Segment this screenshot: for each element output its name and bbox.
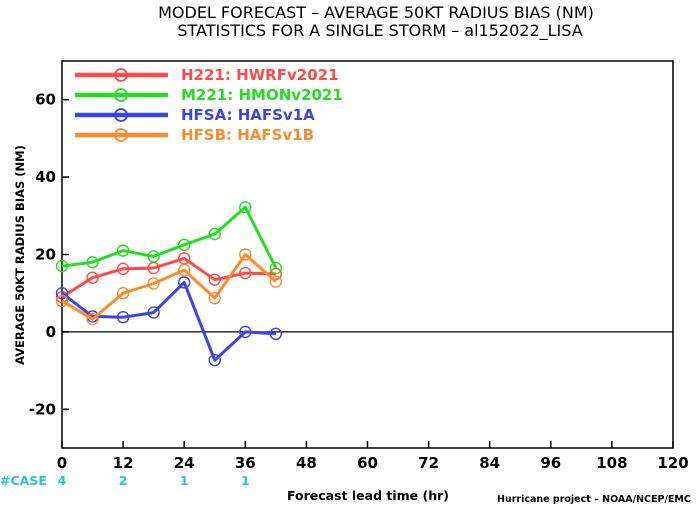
x-tick-label: 36: [235, 454, 256, 472]
x-tick-label: 24: [174, 454, 195, 472]
x-tick-label: 48: [296, 454, 317, 472]
legend-label: M221: HMONv2021: [181, 86, 343, 104]
data-point: [116, 287, 130, 300]
case-count: 4: [58, 473, 67, 488]
y-axis-label: AVERAGE 50KT RADIUS BIAS (NM): [13, 145, 27, 365]
data-point: [86, 271, 99, 284]
data-point: [177, 276, 191, 289]
data-point: [86, 256, 99, 269]
data-point: [116, 262, 130, 276]
case-label: #CASE: [0, 473, 47, 488]
data-point: [147, 306, 160, 319]
case-counts: 4 2 1 1: [58, 473, 250, 488]
data-point: [269, 327, 283, 341]
y-tick-label: -20: [29, 400, 56, 418]
data-point: [177, 263, 191, 277]
x-axis-ticks: 0 12 24 36 48 60 72 84 96 108 120: [57, 441, 689, 472]
x-tick-label: 60: [357, 454, 378, 472]
series-layer: [55, 201, 283, 367]
case-count: 1: [241, 473, 250, 488]
data-point: [269, 267, 283, 281]
data-point: [269, 275, 283, 288]
data-point: [239, 325, 252, 339]
data-point: [239, 248, 252, 261]
y-axis-ticks: -20 0 20 40 60: [29, 91, 69, 418]
chart-title-line1: MODEL FORECAST – AVERAGE 50KT RADIUS BIA…: [158, 3, 594, 22]
case-count: 2: [119, 473, 128, 488]
y-tick-label: 60: [35, 91, 56, 109]
data-point: [116, 310, 130, 324]
legend-marker: [114, 108, 128, 122]
data-point: [208, 353, 221, 367]
y-tick-label: 0: [46, 323, 56, 341]
legend-marker: [114, 68, 128, 82]
series-3: [55, 276, 283, 367]
case-count: 1: [180, 473, 189, 488]
legend-label: HFSA: HAFSv1A: [181, 106, 315, 124]
data-point: [55, 294, 69, 308]
y-tick-label: 20: [35, 246, 56, 264]
series-2: [55, 201, 283, 275]
data-point: [147, 250, 160, 263]
data-point: [208, 227, 221, 241]
data-point: [177, 238, 191, 252]
series-line: [61, 253, 277, 321]
series-4: [55, 248, 283, 326]
data-point: [55, 287, 69, 300]
legend: H221: HWRFv2021 M221: HMONv2021 HFSA: HAFS…: [75, 66, 343, 144]
data-point: [239, 266, 252, 280]
x-tick-label: 84: [479, 454, 500, 472]
plot-frame: [61, 60, 674, 449]
legend-label: H221: HWRFv2021: [181, 66, 339, 84]
data-point: [147, 277, 160, 290]
x-tick-label: 12: [113, 454, 134, 472]
data-point: [269, 261, 283, 275]
x-tick-label: 108: [596, 454, 627, 472]
legend-label: HFSB: HAFSv1B: [181, 126, 314, 144]
data-point: [55, 259, 69, 273]
x-tick-label: 0: [57, 454, 67, 472]
y-tick-label: 40: [35, 168, 56, 186]
credit: Hurricane project – NOAA/NCEP/EMC: [497, 494, 691, 505]
x-axis-label: Forecast lead time (hr): [287, 488, 449, 503]
data-point: [86, 312, 99, 326]
legend-marker: [114, 88, 128, 102]
chart-title-line2: STATISTICS FOR A SINGLE STORM – al152022…: [177, 21, 582, 41]
data-point: [116, 244, 130, 257]
data-point: [208, 292, 221, 305]
data-point: [208, 273, 221, 286]
x-tick-label: 96: [540, 454, 561, 472]
legend-marker: [114, 128, 128, 142]
data-point: [239, 201, 252, 214]
x-tick-label: 72: [418, 454, 439, 472]
x-tick-label: 120: [657, 454, 688, 472]
